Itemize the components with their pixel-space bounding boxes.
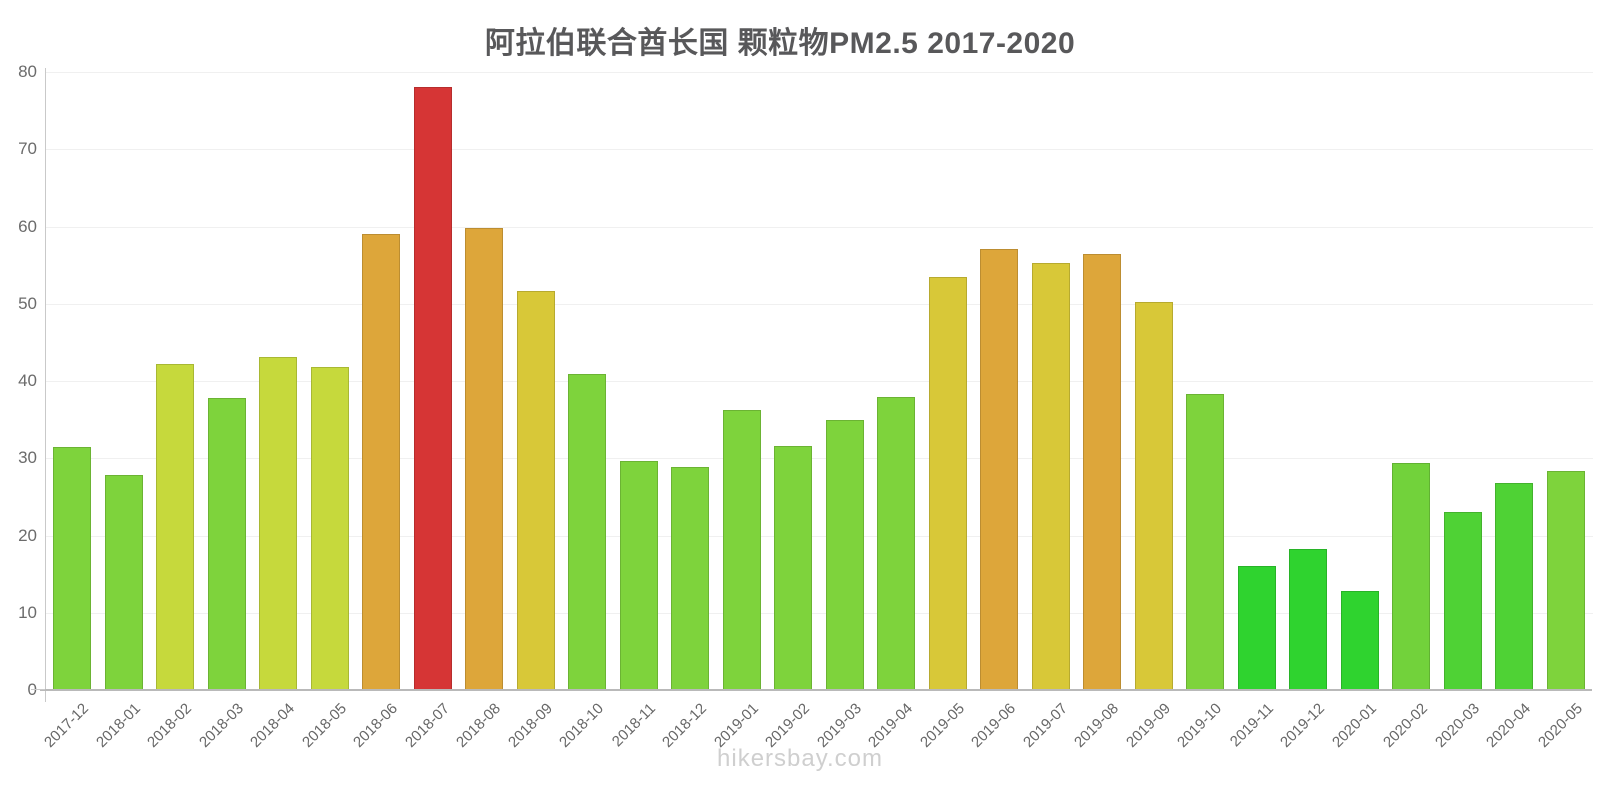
bar-2019-08[interactable] (1083, 253, 1121, 690)
y-axis-zero-tick (31, 689, 45, 690)
x-axis-label-2020-04: 2020-04 (1483, 700, 1535, 751)
y-axis-tick-label-60: 60 (18, 216, 37, 236)
x-axis-label-2018-07: 2018-07 (401, 700, 453, 751)
x-axis-label-2018-01: 2018-01 (92, 700, 144, 751)
bar-2019-05[interactable] (928, 276, 967, 690)
bar-2019-12[interactable] (1289, 549, 1327, 690)
watermark: hikersbay.com (717, 745, 883, 772)
bar-2019-01[interactable] (722, 410, 761, 690)
gridline-60 (45, 226, 1593, 228)
gridline-70 (45, 149, 1593, 151)
x-axis-label-2019-06: 2019-06 (968, 700, 1020, 751)
gridline-10 (45, 612, 1593, 614)
x-axis-label-2018-06: 2018-06 (350, 700, 402, 751)
x-axis-label-2018-04: 2018-04 (247, 700, 299, 751)
gridline-40 (45, 381, 1593, 382)
x-axis-label-2019-04: 2019-04 (865, 700, 917, 751)
bar-2018-08[interactable] (465, 228, 503, 690)
y-axis-tick-label-80: 80 (18, 62, 37, 81)
bar-2020-05[interactable] (1546, 470, 1585, 690)
bar-2018-07[interactable] (413, 87, 452, 690)
x-axis-label-2019-08: 2019-08 (1071, 700, 1123, 751)
x-axis-label-2018-05: 2018-05 (298, 700, 350, 751)
x-axis-label-2018-12: 2018-12 (659, 700, 711, 751)
gridline-80 (45, 72, 1593, 73)
x-axis-label-2018-03: 2018-03 (195, 700, 247, 751)
bar-2018-03[interactable] (207, 398, 246, 690)
gridline-50 (45, 303, 1593, 305)
x-axis-label-2019-12: 2019-12 (1277, 700, 1329, 751)
x-axis-label-2019-05: 2019-05 (916, 700, 968, 751)
y-axis-tick-label-10: 10 (18, 602, 37, 622)
y-axis-tick-label-20: 20 (18, 525, 37, 545)
y-axis-line (45, 68, 46, 702)
bar-2018-05[interactable] (310, 367, 349, 690)
x-axis-label-2018-09: 2018-09 (504, 700, 556, 751)
y-axis-tick-label-40: 40 (18, 371, 37, 390)
x-axis-label-2018-11: 2018-11 (608, 700, 659, 751)
bar-2018-06[interactable] (362, 234, 400, 690)
bar-2018-04[interactable] (259, 357, 297, 690)
bar-2019-03[interactable] (825, 419, 864, 690)
bar-2019-04[interactable] (877, 397, 915, 690)
bar-2020-03[interactable] (1443, 511, 1482, 690)
gridline-20 (45, 535, 1593, 537)
x-axis-label-2019-09: 2019-09 (1122, 700, 1174, 751)
y-axis-tick-label-0: 0 (1, 681, 37, 699)
x-axis-label-2020-05: 2020-05 (1534, 700, 1586, 751)
x-axis-label-2018-10: 2018-10 (556, 700, 608, 751)
x-axis-line (40, 689, 1592, 691)
bar-2020-01[interactable] (1340, 591, 1379, 690)
x-axis-label-2018-08: 2018-08 (453, 700, 505, 751)
bar-2018-09[interactable] (516, 290, 555, 690)
bar-2020-02[interactable] (1392, 462, 1430, 690)
x-axis-label-2019-03: 2019-03 (813, 700, 865, 751)
y-axis-tick-label-30: 30 (18, 448, 37, 468)
x-axis-label-2017-12: 2017-12 (41, 700, 93, 751)
bar-2019-09[interactable] (1134, 302, 1173, 690)
bar-2018-11[interactable] (619, 461, 658, 690)
bar-2019-11[interactable] (1237, 565, 1276, 690)
x-axis-label-2019-07: 2019-07 (1019, 700, 1071, 751)
x-axis-label-2019-02: 2019-02 (762, 700, 814, 751)
bar-2018-01[interactable] (104, 475, 143, 690)
chart-title: 阿拉伯联合酋长国 颗粒物PM2.5 2017-2020 (484, 27, 1076, 60)
x-axis-label-2019-11: 2019-11 (1226, 700, 1277, 751)
y-axis-tick-label-70: 70 (18, 139, 37, 159)
bar-2019-02[interactable] (774, 445, 812, 690)
bar-2019-10[interactable] (1186, 394, 1224, 690)
x-axis-label-2018-02: 2018-02 (144, 700, 196, 751)
x-axis-label-2020-01: 2020-01 (1328, 700, 1380, 751)
y-axis-tick-label-50: 50 (18, 293, 37, 313)
bar-2019-06[interactable] (980, 248, 1018, 690)
bar-2018-12[interactable] (671, 466, 709, 690)
x-axis-label-2020-02: 2020-02 (1380, 700, 1432, 751)
bar-2018-10[interactable] (568, 374, 606, 690)
bar-2018-02[interactable] (156, 364, 194, 690)
bar-2020-04[interactable] (1495, 482, 1533, 690)
x-axis-label-2019-01: 2019-01 (710, 700, 762, 751)
bar-2017-12[interactable] (53, 447, 91, 690)
bar-2019-07[interactable] (1031, 262, 1070, 690)
gridline-30 (45, 458, 1593, 460)
x-axis-label-2020-03: 2020-03 (1431, 700, 1483, 751)
x-axis-label-2019-10: 2019-10 (1174, 700, 1226, 751)
